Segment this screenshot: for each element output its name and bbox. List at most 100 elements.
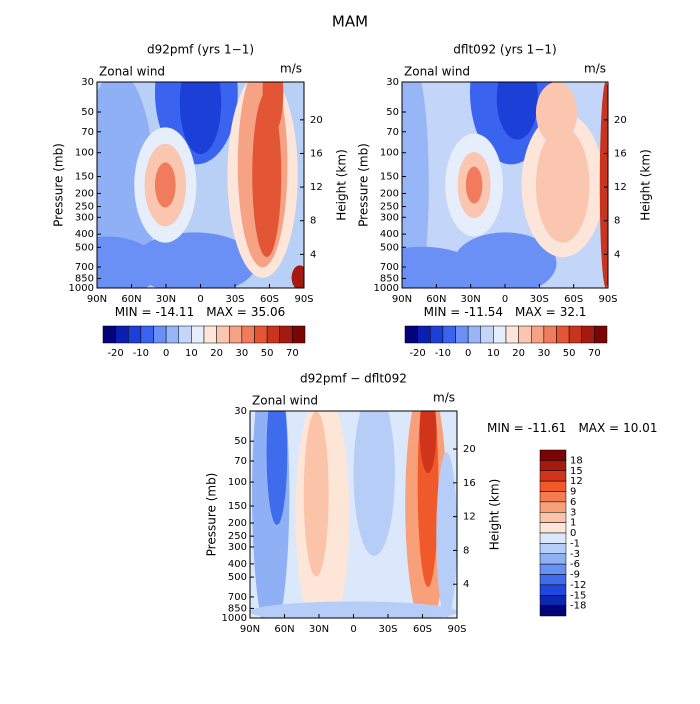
colorbar-box	[404, 325, 418, 344]
colorbar-box	[191, 325, 205, 344]
colorbar-box	[539, 491, 567, 503]
y-tick-label: 70	[234, 456, 247, 467]
colorbar-label: 15	[570, 466, 583, 477]
stat-value: -11.61	[528, 421, 567, 435]
x-tick-label: 90N	[392, 294, 412, 305]
contour-region	[303, 411, 329, 577]
contour-region	[252, 92, 282, 258]
contour-field	[97, 82, 304, 288]
y-tick-label: 850	[75, 273, 94, 284]
contour-region	[535, 82, 578, 144]
colorbar-label: -12	[570, 580, 586, 591]
y-tick-label: 300	[380, 212, 399, 223]
colorbar-label: -10	[435, 348, 451, 359]
colorbar-box	[539, 595, 567, 606]
x-tick-label: 30S	[378, 624, 397, 635]
stat-label: MAX =	[515, 305, 556, 319]
y-tick-label: 850	[228, 603, 247, 614]
panel-title: d92pmf (yrs 1−1)	[147, 43, 254, 57]
y2-tick-label: 4	[614, 249, 620, 260]
x-tick-label: 30S	[225, 294, 244, 305]
colorbar-box	[539, 512, 567, 523]
y2-tick-label: 16	[310, 148, 323, 159]
colorbar-box	[539, 449, 567, 461]
colorbar-box	[165, 325, 179, 344]
colorbar-box	[556, 325, 570, 344]
colorbar-box	[543, 325, 557, 344]
colorbar-label: 3	[570, 507, 576, 518]
colorbar-box	[229, 325, 243, 344]
colorbar-box	[480, 325, 494, 344]
figure-title: MAM	[332, 13, 368, 31]
colorbar-label: 20	[210, 348, 223, 359]
y-tick-label: 250	[380, 202, 399, 213]
colorbar-box	[241, 325, 255, 344]
contour-region	[262, 82, 284, 134]
colorbar-label: 0	[465, 348, 471, 359]
y-axis-label: Pressure (mb)	[52, 143, 66, 227]
stat-value: 10.01	[623, 421, 657, 435]
stat-label: MIN =	[424, 305, 461, 319]
y-tick-label: 400	[228, 559, 247, 570]
x-tick-label: 30N	[309, 624, 329, 635]
colorbar-box	[493, 325, 507, 344]
colorbar-box	[505, 325, 519, 344]
colorbar-label: 70	[588, 348, 601, 359]
colorbar-label: 50	[563, 348, 576, 359]
y2-tick-label: 16	[463, 478, 476, 489]
colorbar-box	[430, 325, 444, 344]
y-tick-label: 150	[380, 172, 399, 183]
x-tick-label: 90S	[294, 294, 313, 305]
y-tick-label: 200	[75, 188, 94, 199]
contour-region	[154, 162, 176, 208]
y2-tick-label: 4	[310, 249, 316, 260]
y-tick-label: 100	[380, 148, 399, 159]
contour-region	[353, 411, 395, 556]
x-tick-label: 30N	[156, 294, 176, 305]
colorbar-label: 18	[570, 455, 583, 466]
colorbar-box	[539, 605, 567, 617]
y2-tick-label: 8	[614, 216, 620, 227]
contour-region	[419, 411, 437, 474]
contour-region	[496, 82, 538, 140]
colorbar-box	[417, 325, 431, 344]
stat-value: -11.54	[464, 305, 503, 319]
units-label: m/s	[584, 62, 606, 76]
y-tick-label: 50	[81, 107, 94, 118]
contour-region	[179, 82, 222, 155]
y2-tick-label: 20	[614, 115, 627, 126]
colorbar-box	[568, 325, 582, 344]
panel-title: dflt092 (yrs 1−1)	[453, 43, 556, 57]
colorbar-label: 6	[570, 497, 576, 508]
colorbar-label: 70	[286, 348, 299, 359]
contour-region	[250, 601, 457, 618]
units-label: m/s	[433, 391, 455, 405]
colorbar-box	[128, 325, 142, 344]
y-axis-label: Pressure (mb)	[205, 473, 219, 557]
colorbar-box	[539, 460, 567, 471]
y2-tick-label: 20	[310, 115, 323, 126]
colorbar-label: -10	[133, 348, 149, 359]
contour-region	[266, 411, 288, 525]
colorbar-box	[539, 574, 567, 586]
x-tick-label: 90S	[447, 624, 466, 635]
stat-label: MAX =	[206, 305, 247, 319]
y-tick-label: 1000	[222, 613, 247, 624]
colorbar-box	[539, 501, 567, 513]
stat-value: 32.1	[560, 305, 587, 319]
panel-subtitle: Zonal wind	[252, 394, 318, 408]
stat-label: MIN =	[487, 421, 524, 435]
colorbar-box	[539, 584, 567, 596]
colorbar-box	[539, 480, 567, 492]
x-tick-label: 90N	[87, 294, 107, 305]
y-tick-label: 700	[228, 592, 247, 603]
contour-region	[132, 232, 257, 288]
y2-axis-label: Height (km)	[639, 149, 653, 220]
colorbar-box	[539, 522, 567, 534]
stats: MIN = -11.54 MAX = 32.1	[424, 305, 587, 319]
colorbar-label: 0	[570, 528, 576, 539]
x-tick-label: 60S	[564, 294, 583, 305]
y-tick-label: 700	[380, 262, 399, 273]
contour-region	[436, 452, 457, 618]
